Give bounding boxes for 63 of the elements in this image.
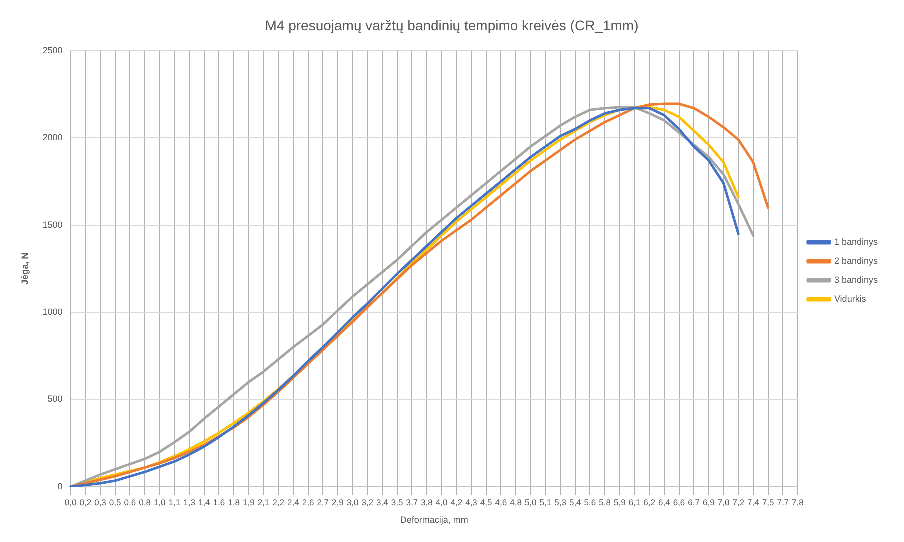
x-tick-label: 4,0	[436, 497, 448, 508]
x-tick-label: 3,4	[376, 497, 389, 508]
x-tick-label: 1,6	[213, 497, 226, 508]
x-tick-label: 2,6	[302, 497, 314, 508]
x-tick-label: 7,2	[732, 497, 745, 508]
x-tick-label: 0,6	[124, 497, 136, 508]
x-tick-label: 5,4	[569, 497, 582, 508]
x-tick-label: 3,2	[362, 497, 374, 508]
x-tick-label: 4,6	[495, 497, 508, 508]
x-tick-label: 5,3	[554, 497, 567, 508]
x-tick-label: 6,1	[628, 497, 641, 508]
x-tick-label: 4,8	[510, 497, 522, 508]
x-tick-label: 1,9	[242, 497, 256, 508]
x-tick-label: 3,7	[406, 497, 418, 508]
x-tick-label: 3,5	[391, 497, 404, 508]
legend-label: Vidurkis	[834, 294, 867, 304]
x-tick-label: 6,6	[673, 497, 686, 508]
x-tick-label: 5,9	[614, 497, 626, 508]
x-tick-label: 1,8	[228, 497, 240, 508]
x-axis-title: Deformacija, mm	[400, 515, 468, 526]
x-tick-label: 6,7	[688, 497, 700, 508]
x-tick-label: 1,3	[184, 497, 196, 508]
x-tick-label: 2,7	[317, 497, 330, 508]
x-tick-label: 7,8	[792, 497, 804, 508]
y-tick-label: 500	[48, 394, 63, 404]
x-tick-label: 6,2	[644, 497, 656, 508]
x-tick-label: 2,4	[288, 497, 300, 508]
x-tick-label: 7,0	[718, 497, 730, 508]
x-tick-label: 5,0	[524, 497, 538, 508]
chart-title: M4 presuojamų varžtų bandinių tempimo kreivės (CR_1mm)	[265, 17, 639, 34]
x-tick-label: 3,0	[346, 497, 359, 508]
x-tick-label: 6,4	[658, 497, 671, 508]
y-axis-title: Jėga, N	[20, 252, 30, 285]
x-tick-label: 7,4	[748, 497, 760, 508]
x-tick-label: 0,5	[109, 497, 122, 508]
x-tick-label: 5,8	[599, 497, 612, 508]
x-tick-label: 2,9	[332, 497, 344, 508]
x-tick-label: 2,1	[258, 497, 270, 508]
x-tick-label: 3,8	[421, 497, 434, 508]
x-tick-label: 0,8	[139, 497, 152, 508]
x-tick-label: 0,2	[80, 497, 92, 508]
y-tick-label: 2000	[42, 132, 63, 143]
legend-label: 3 bandinys	[834, 274, 878, 285]
x-tick-label: 1,1	[168, 497, 181, 508]
x-tick-label: 1,0	[154, 497, 166, 508]
x-tick-label: 4,3	[466, 497, 478, 508]
x-tick-label: 6,9	[703, 497, 716, 508]
x-tick-label: 2,2	[272, 497, 285, 508]
x-tick-label: 5,1	[540, 497, 552, 508]
x-tick-label: 0,0	[64, 497, 77, 508]
x-tick-label: 4,5	[480, 497, 493, 508]
y-tick-label: 0	[58, 481, 63, 492]
x-tick-label: 1,4	[198, 497, 211, 508]
x-tick-label: 7,5	[762, 497, 774, 508]
y-tick-label: 1000	[42, 307, 63, 318]
y-tick-label: 2500	[42, 45, 63, 56]
x-tick-label: 0,3	[94, 497, 107, 508]
y-tick-label: 1500	[42, 220, 63, 230]
x-tick-label: 4,2	[450, 497, 463, 508]
x-tick-label: 5,6	[584, 497, 596, 508]
x-tick-label: 7,7	[777, 497, 790, 508]
legend-label: 2 bandinys	[834, 256, 878, 266]
legend-label: 1 bandinys	[834, 236, 878, 247]
